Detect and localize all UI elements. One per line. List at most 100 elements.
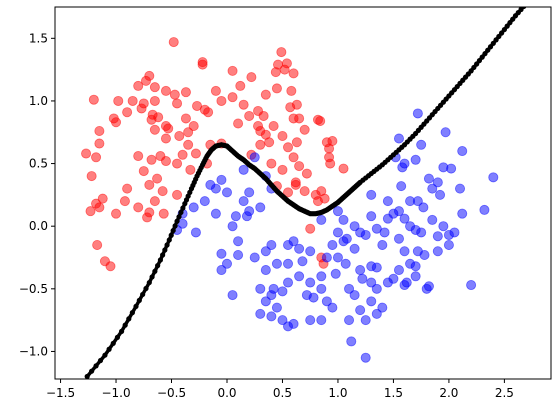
scatter-point-series-0 [288, 152, 299, 163]
scatter-point-series-1 [260, 246, 271, 257]
x-tick-label: 1.5 [384, 386, 403, 400]
scatter-point-series-1 [266, 311, 277, 322]
scatter-point-series-0 [160, 133, 171, 144]
scatter-point-series-0 [140, 75, 151, 86]
scatter-point-series-0 [149, 196, 160, 207]
scatter-point-series-1 [446, 163, 457, 174]
scatter-point-series-1 [443, 239, 454, 250]
scatter-point-series-0 [185, 164, 196, 175]
boundary-marker [479, 54, 485, 60]
scatter-point-series-1 [294, 243, 305, 254]
scatter-point-series-1 [249, 152, 260, 163]
scatter-point-series-1 [366, 277, 377, 288]
scatter-point-series-1 [344, 315, 355, 326]
scatter-point-series-0 [227, 65, 238, 76]
scatter-point-series-0 [172, 189, 183, 200]
scatter-point-series-1 [316, 283, 327, 294]
scatter-point-series-1 [332, 206, 343, 217]
scatter-point-series-1 [427, 214, 438, 225]
scatter-point-series-1 [283, 277, 294, 288]
scatter-point-series-0 [149, 95, 160, 106]
scatter-point-series-1 [393, 233, 404, 244]
scatter-point-series-1 [260, 296, 271, 307]
boundary-marker [493, 37, 499, 43]
decision-boundary [84, 7, 527, 379]
boundary-marker [471, 64, 477, 71]
scatter-point-series-1 [308, 292, 319, 303]
scatter-point-series-0 [277, 131, 288, 142]
scatter-point-series-0 [283, 187, 294, 198]
scatter-point-series-0 [133, 80, 144, 91]
scatter-point-series-0 [180, 87, 191, 98]
scatter-point-series-1 [382, 277, 393, 288]
x-tick-label: −1.5 [46, 386, 75, 400]
scatter-point-series-1 [305, 246, 316, 257]
scatter-point-series-0 [268, 120, 279, 131]
scatter-point-series-0 [197, 59, 208, 70]
scatter-point-series-1 [233, 249, 244, 260]
scatter-point-series-0 [94, 202, 105, 213]
scatter-point-series-1 [344, 283, 355, 294]
scatter-point-series-1 [340, 258, 351, 269]
boundary-marker [129, 310, 135, 316]
scatter-point-series-1 [316, 315, 327, 326]
boundary-marker [521, 7, 527, 9]
scatter-point-series-0 [127, 95, 138, 106]
scatter-point-series-1 [423, 173, 434, 184]
scatter-point-series-0 [255, 139, 266, 150]
boundary-marker [152, 268, 158, 274]
scatter-point-series-1 [297, 256, 308, 267]
scatter-point-series-1 [177, 218, 188, 229]
scatter-point-series-1 [416, 227, 427, 238]
scatter-point-series-1 [266, 239, 277, 250]
scatter-point-series-1 [366, 189, 377, 200]
scatter-point-series-1 [332, 252, 343, 263]
scatter-point-series-1 [488, 172, 499, 183]
scatter-point-series-0 [290, 179, 301, 190]
scatter-point-series-1 [210, 208, 221, 219]
scatter-point-series-0 [203, 107, 214, 118]
scatter-point-series-0 [315, 115, 326, 126]
boundary-marker [84, 373, 90, 379]
scatter-point-series-1 [255, 308, 266, 319]
scatter-point-series-0 [266, 158, 277, 169]
scatter-point-series-1 [249, 252, 260, 263]
scatter-point-series-0 [286, 85, 297, 96]
scatter-point-series-1 [457, 146, 468, 157]
boundary-marker [476, 57, 483, 64]
boundary-marker [97, 357, 104, 364]
scatter-point-series-1 [244, 206, 255, 217]
scatter-point-series-0 [183, 139, 194, 150]
y-tick-label: −0.5 [19, 282, 48, 296]
scatter-point-series-1 [466, 280, 477, 291]
scatter-point-series-1 [438, 221, 449, 232]
scatter-point-series-1 [227, 290, 238, 301]
scatter-point-series-0 [177, 149, 188, 160]
scatter-point-series-0 [86, 171, 97, 182]
scatter-point-series-1 [294, 271, 305, 282]
scatter-point-series-1 [366, 296, 377, 307]
scatter-point-series-0 [94, 138, 105, 149]
scatter-point-series-1 [271, 258, 282, 269]
y-axis: −1.0 −0.5 0.0 0.5 1.0 1.5 [19, 31, 55, 358]
scatter-point-series-1 [396, 181, 407, 192]
scatter-point-series-1 [357, 273, 368, 284]
scatter-point-series-1 [316, 214, 327, 225]
scatter-point-series-1 [440, 127, 451, 138]
boundary-marker [180, 205, 186, 211]
scatter-point-series-0 [210, 85, 221, 96]
scatter-point-series-0 [301, 168, 312, 179]
boundary-marker [172, 223, 178, 229]
scatter-point-series-0 [149, 82, 160, 93]
scatter-point-series-1 [346, 336, 357, 347]
boundary-marker [118, 328, 125, 334]
scatter-point-series-1 [205, 179, 216, 190]
scatter-point-series-0 [105, 261, 116, 272]
scatter-point-series-1 [393, 133, 404, 144]
boundary-marker [140, 291, 146, 298]
boundary-marker [482, 51, 488, 57]
scatter-point-series-0 [81, 148, 92, 159]
scatter-point-series-1 [277, 315, 288, 326]
scatter-point-series-0 [85, 206, 96, 217]
